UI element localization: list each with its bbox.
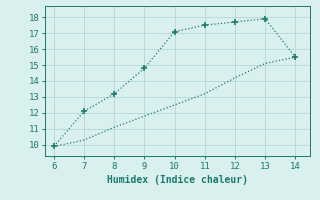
X-axis label: Humidex (Indice chaleur): Humidex (Indice chaleur) xyxy=(107,175,248,185)
